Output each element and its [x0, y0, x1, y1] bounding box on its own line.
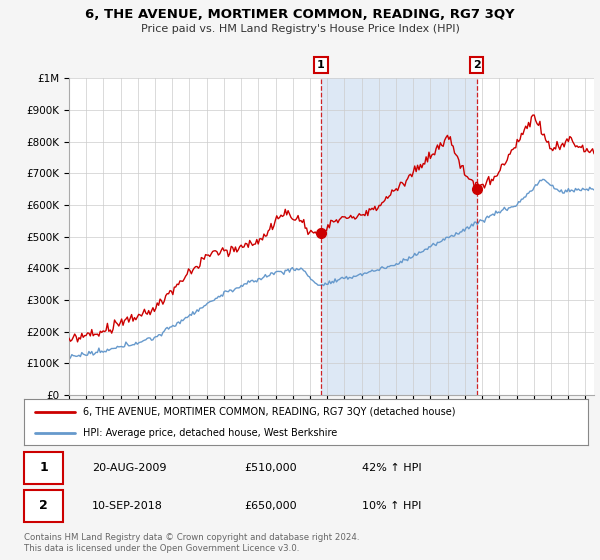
- Text: 6, THE AVENUE, MORTIMER COMMON, READING, RG7 3QY (detached house): 6, THE AVENUE, MORTIMER COMMON, READING,…: [83, 407, 456, 417]
- Text: Contains HM Land Registry data © Crown copyright and database right 2024.
This d: Contains HM Land Registry data © Crown c…: [24, 533, 359, 553]
- Text: 42% ↑ HPI: 42% ↑ HPI: [362, 463, 422, 473]
- FancyBboxPatch shape: [24, 452, 64, 484]
- Text: HPI: Average price, detached house, West Berkshire: HPI: Average price, detached house, West…: [83, 428, 337, 438]
- Text: 10-SEP-2018: 10-SEP-2018: [92, 501, 163, 511]
- Text: 6, THE AVENUE, MORTIMER COMMON, READING, RG7 3QY: 6, THE AVENUE, MORTIMER COMMON, READING,…: [85, 8, 515, 21]
- Text: 2: 2: [40, 500, 48, 512]
- Text: £650,000: £650,000: [244, 501, 296, 511]
- Text: Price paid vs. HM Land Registry's House Price Index (HPI): Price paid vs. HM Land Registry's House …: [140, 24, 460, 34]
- FancyBboxPatch shape: [24, 490, 64, 522]
- Text: 1: 1: [317, 60, 325, 70]
- Text: 10% ↑ HPI: 10% ↑ HPI: [362, 501, 422, 511]
- Bar: [321, 78, 477, 395]
- Text: 2: 2: [473, 60, 481, 70]
- Text: £510,000: £510,000: [244, 463, 296, 473]
- Text: 20-AUG-2009: 20-AUG-2009: [92, 463, 166, 473]
- Text: 1: 1: [40, 461, 48, 474]
